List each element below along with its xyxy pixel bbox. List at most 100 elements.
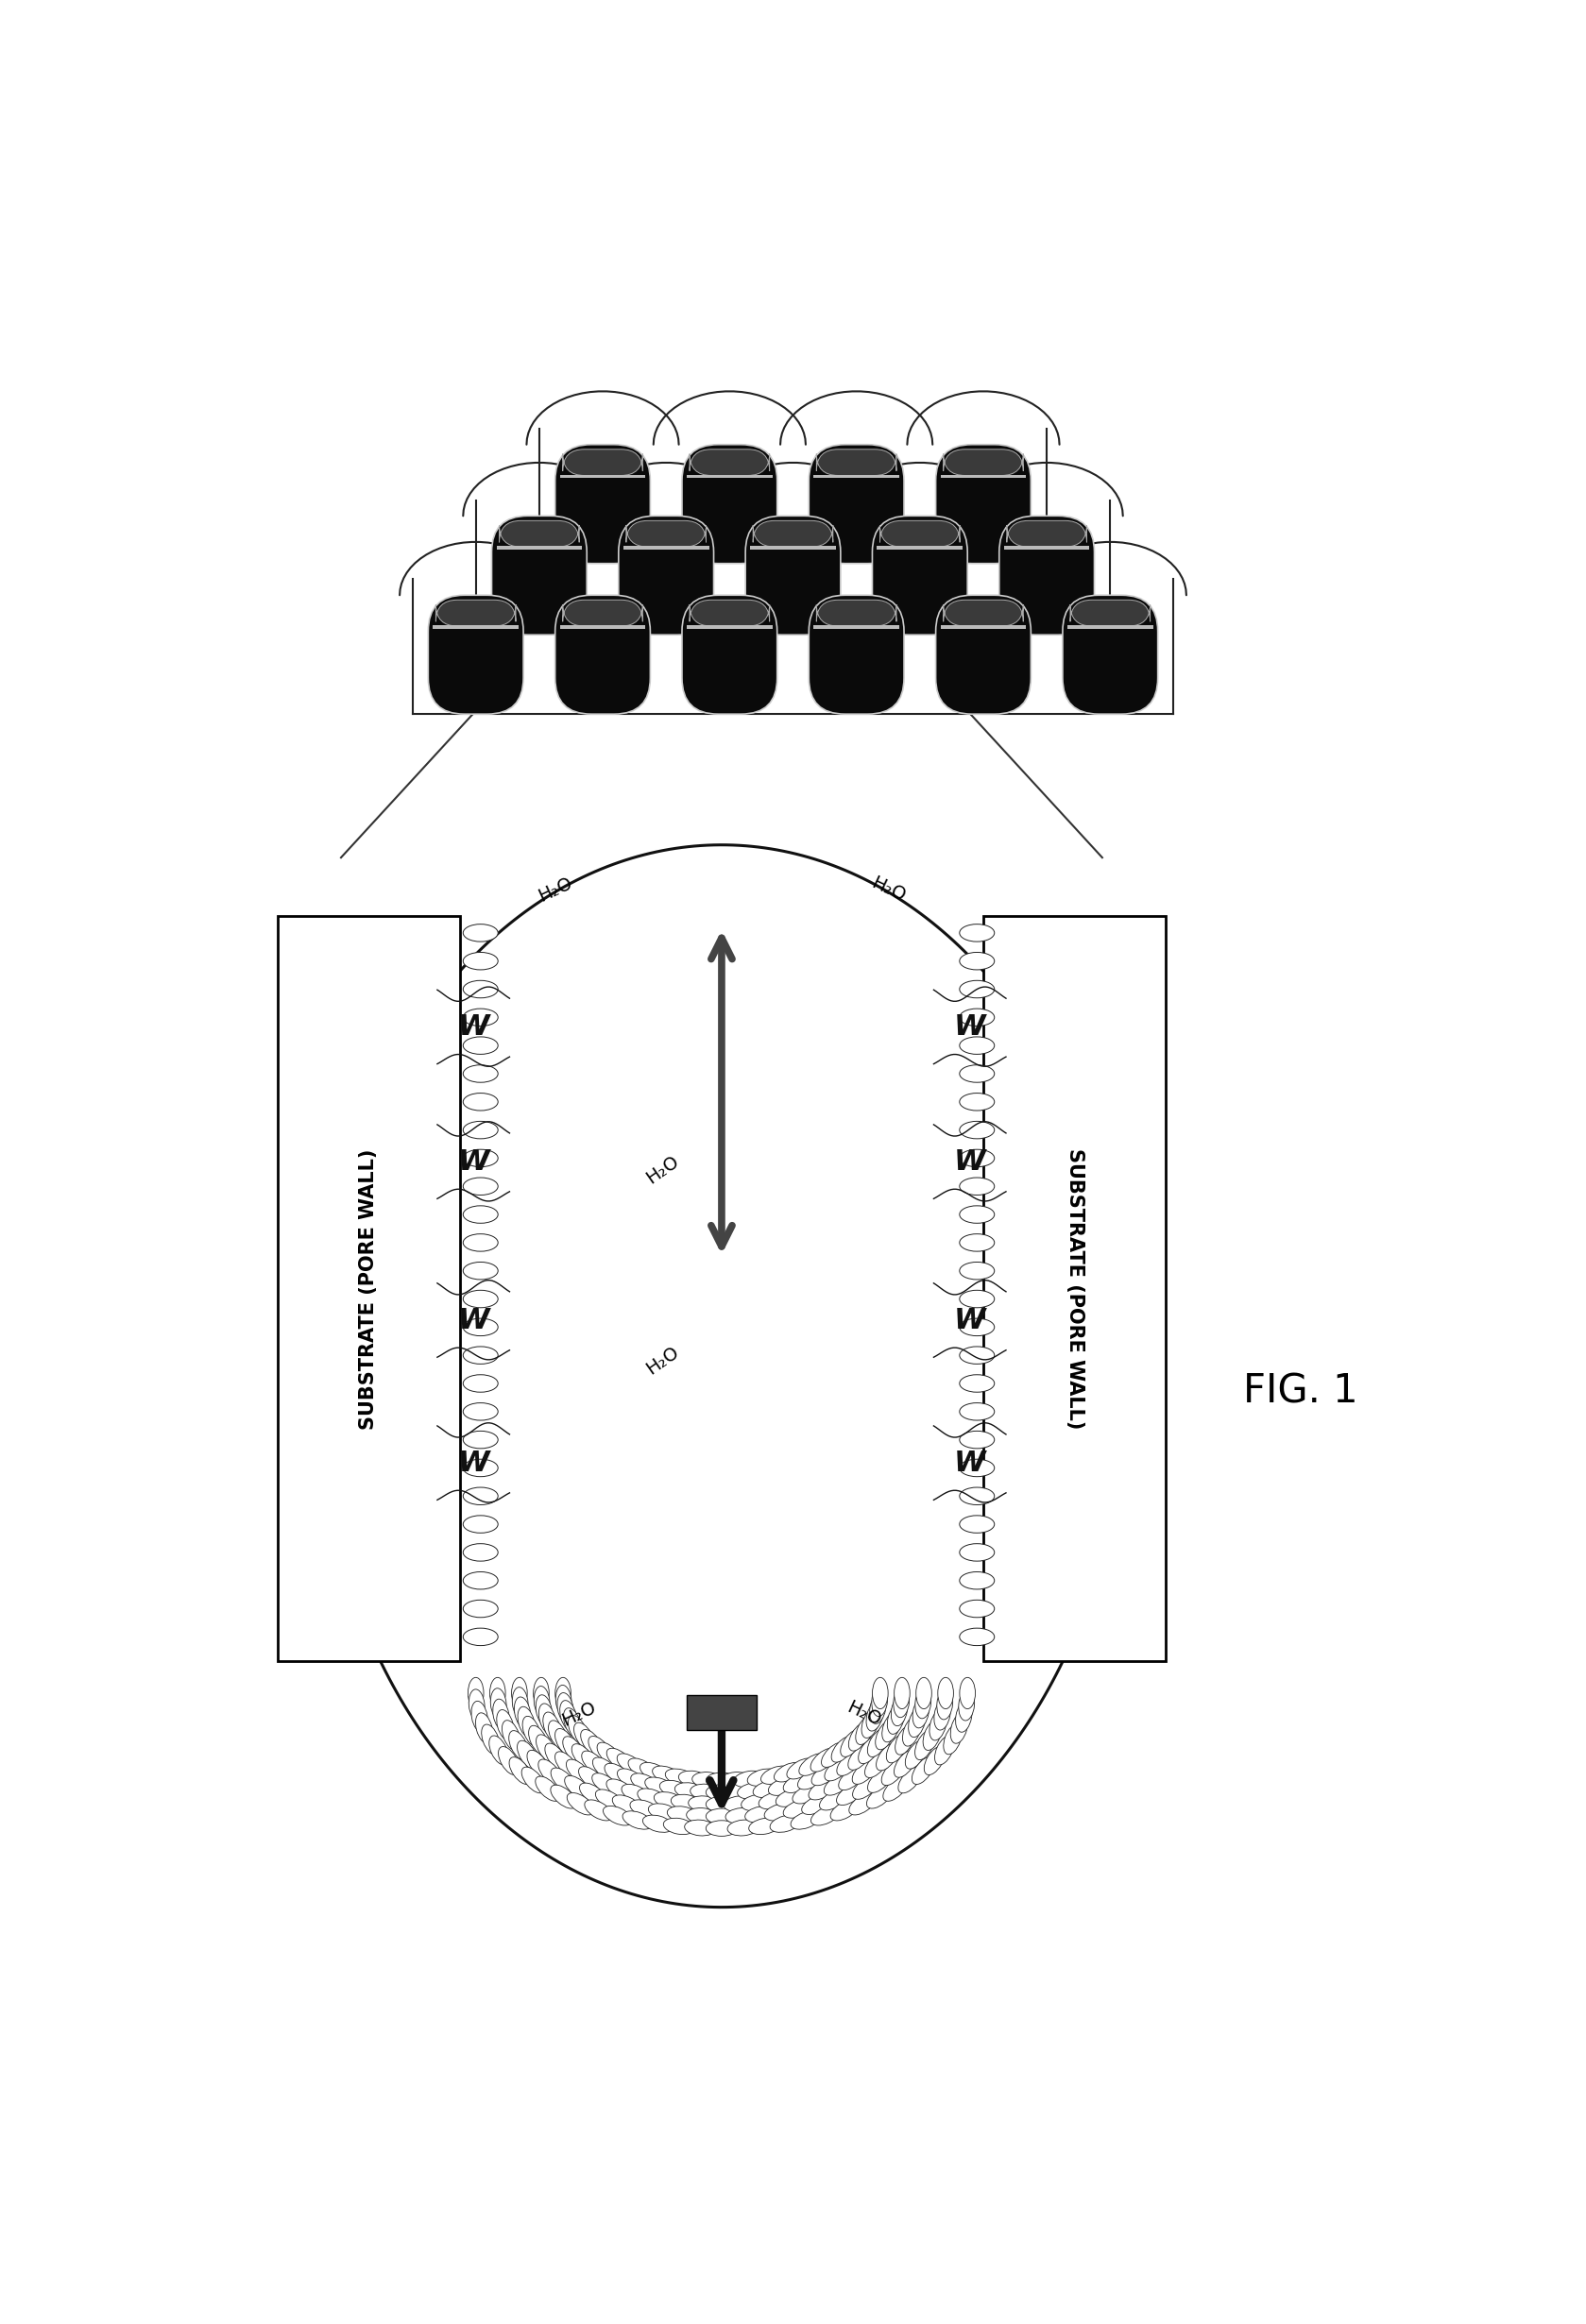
FancyBboxPatch shape: [872, 516, 967, 634]
Ellipse shape: [745, 1806, 776, 1822]
Ellipse shape: [960, 1571, 994, 1590]
Text: W: W: [953, 1306, 986, 1334]
Ellipse shape: [706, 1785, 737, 1801]
Ellipse shape: [463, 1515, 498, 1534]
Ellipse shape: [783, 1773, 812, 1792]
Ellipse shape: [722, 1785, 753, 1799]
Bar: [814, 474, 899, 479]
Ellipse shape: [612, 1794, 642, 1815]
Ellipse shape: [887, 1734, 907, 1764]
Ellipse shape: [463, 1571, 498, 1590]
Ellipse shape: [555, 1729, 576, 1757]
Ellipse shape: [937, 1687, 953, 1720]
Ellipse shape: [679, 1771, 709, 1787]
FancyBboxPatch shape: [753, 521, 833, 546]
FancyBboxPatch shape: [809, 595, 904, 713]
FancyBboxPatch shape: [563, 449, 642, 476]
FancyBboxPatch shape: [999, 516, 1094, 634]
Bar: [687, 625, 772, 627]
Ellipse shape: [960, 1599, 994, 1618]
FancyBboxPatch shape: [436, 600, 515, 625]
Bar: [940, 625, 1026, 627]
Ellipse shape: [872, 1678, 888, 1708]
Ellipse shape: [514, 1697, 531, 1729]
FancyBboxPatch shape: [555, 595, 650, 713]
FancyBboxPatch shape: [563, 600, 642, 625]
Text: H₂O: H₂O: [644, 1153, 682, 1188]
Ellipse shape: [960, 1543, 994, 1562]
Ellipse shape: [915, 1731, 934, 1759]
Ellipse shape: [753, 1780, 783, 1796]
Ellipse shape: [960, 1376, 994, 1392]
Ellipse shape: [960, 1629, 994, 1645]
Ellipse shape: [588, 1736, 612, 1762]
Ellipse shape: [895, 1724, 915, 1755]
Ellipse shape: [768, 1778, 798, 1796]
Ellipse shape: [960, 1262, 994, 1281]
Ellipse shape: [463, 1459, 498, 1476]
Bar: [687, 1694, 757, 1729]
Ellipse shape: [471, 1701, 488, 1731]
Ellipse shape: [960, 1178, 994, 1195]
Ellipse shape: [463, 1262, 498, 1281]
Ellipse shape: [875, 1720, 895, 1750]
Ellipse shape: [593, 1757, 619, 1780]
Ellipse shape: [798, 1769, 826, 1789]
Ellipse shape: [622, 1785, 650, 1803]
Ellipse shape: [706, 1796, 737, 1813]
Ellipse shape: [630, 1799, 660, 1817]
Ellipse shape: [596, 1743, 622, 1766]
Ellipse shape: [542, 1713, 561, 1743]
Ellipse shape: [741, 1794, 772, 1810]
Ellipse shape: [836, 1783, 864, 1806]
Ellipse shape: [960, 1487, 994, 1506]
Ellipse shape: [960, 925, 994, 941]
Ellipse shape: [595, 1789, 623, 1810]
Ellipse shape: [649, 1803, 679, 1820]
Ellipse shape: [960, 1120, 994, 1139]
Ellipse shape: [606, 1780, 634, 1799]
Ellipse shape: [641, 1762, 669, 1783]
Ellipse shape: [560, 1701, 577, 1731]
Ellipse shape: [463, 1120, 498, 1139]
Ellipse shape: [463, 1092, 498, 1111]
Ellipse shape: [463, 1178, 498, 1195]
Bar: [687, 474, 772, 479]
Text: W: W: [953, 1450, 986, 1478]
Ellipse shape: [463, 1404, 498, 1420]
Ellipse shape: [882, 1759, 906, 1785]
Bar: [1004, 546, 1090, 548]
Ellipse shape: [872, 1685, 888, 1717]
Ellipse shape: [875, 1743, 898, 1771]
Ellipse shape: [728, 1820, 758, 1836]
Ellipse shape: [592, 1773, 619, 1796]
Ellipse shape: [555, 1685, 571, 1717]
Ellipse shape: [706, 1773, 737, 1787]
Bar: [496, 546, 582, 548]
Ellipse shape: [579, 1766, 604, 1789]
Ellipse shape: [536, 1734, 557, 1764]
Ellipse shape: [810, 1748, 837, 1771]
Ellipse shape: [787, 1759, 815, 1780]
Ellipse shape: [801, 1794, 831, 1815]
Bar: [623, 546, 709, 548]
FancyBboxPatch shape: [555, 444, 650, 562]
Ellipse shape: [929, 1710, 947, 1741]
FancyBboxPatch shape: [1063, 595, 1158, 713]
Ellipse shape: [761, 1766, 791, 1785]
Ellipse shape: [539, 1703, 557, 1734]
Ellipse shape: [960, 1515, 994, 1534]
Ellipse shape: [955, 1701, 972, 1731]
FancyBboxPatch shape: [745, 516, 841, 634]
Ellipse shape: [725, 1808, 757, 1824]
Ellipse shape: [463, 925, 498, 941]
Ellipse shape: [463, 1487, 498, 1506]
Ellipse shape: [604, 1764, 631, 1785]
FancyBboxPatch shape: [817, 449, 896, 476]
FancyBboxPatch shape: [626, 521, 706, 546]
Ellipse shape: [668, 1806, 698, 1822]
Ellipse shape: [690, 1785, 722, 1799]
Ellipse shape: [882, 1713, 901, 1743]
Ellipse shape: [527, 1750, 549, 1778]
Ellipse shape: [463, 1376, 498, 1392]
